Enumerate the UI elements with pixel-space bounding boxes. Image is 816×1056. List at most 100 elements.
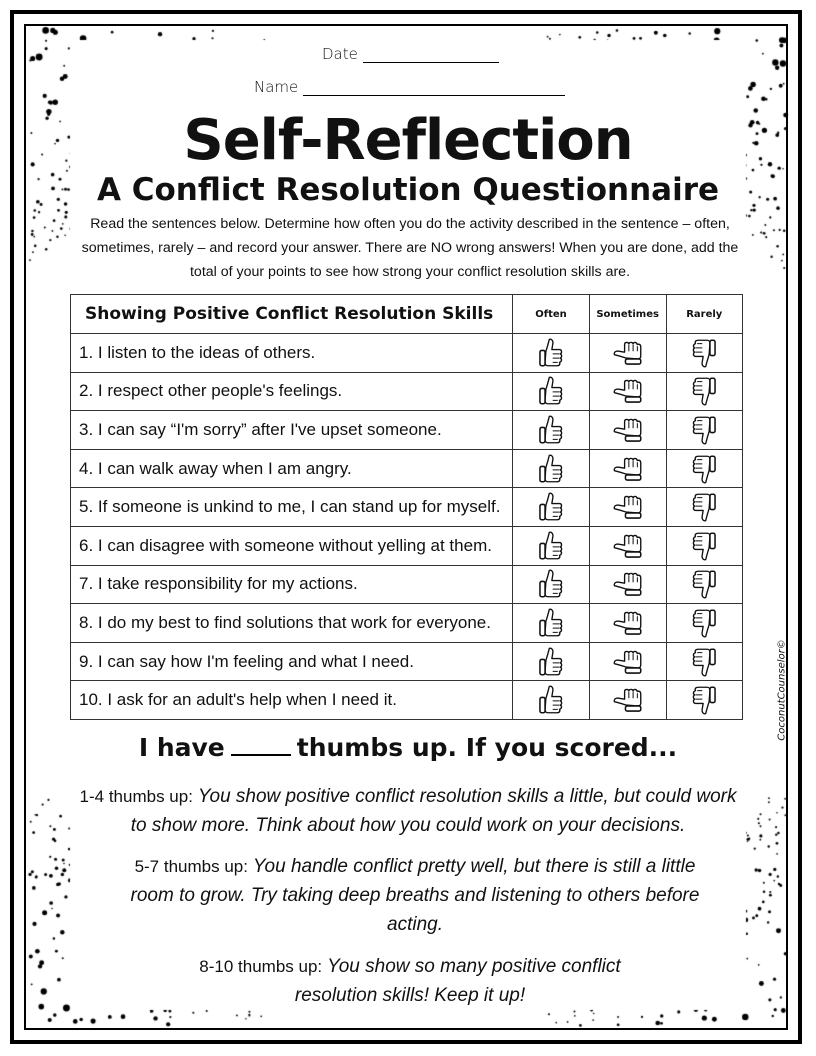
page-border-inner: [24, 24, 788, 1030]
answer-cell-often[interactable]: [512, 410, 590, 450]
thumbs-down-icon[interactable]: [687, 683, 721, 717]
thumbs-down-icon[interactable]: [687, 529, 721, 563]
thumbs-up-icon[interactable]: [534, 374, 568, 408]
thumbs-up-icon[interactable]: [534, 683, 568, 717]
answer-cell-sometimes[interactable]: [588, 333, 667, 373]
answer-cell-rarely[interactable]: [665, 410, 744, 450]
thumbs-up-icon[interactable]: [534, 567, 568, 601]
thumbs-sideways-icon[interactable]: [611, 374, 645, 408]
result-text: You show so many positive conflict resol…: [294, 956, 621, 1006]
thumbs-sideways-icon[interactable]: [611, 490, 645, 524]
table-row: 8. I do my best to find solutions that w…: [69, 603, 744, 643]
date-field[interactable]: Date: [322, 45, 499, 63]
table-heading: Showing Positive Conflict Resolution Ski…: [69, 294, 514, 334]
answer-cell-often[interactable]: [512, 641, 590, 682]
score-lead: If you scored...: [465, 733, 678, 762]
statement: 2. I respect other people's feelings.: [69, 371, 514, 412]
result-5-7: 5-7 thumbs up: You handle conflict prett…: [120, 852, 710, 939]
statement: 7. I take responsibility for my actions.: [69, 564, 514, 605]
answer-cell-sometimes[interactable]: [588, 487, 667, 527]
answer-cell-often[interactable]: [512, 487, 590, 527]
thumbs-down-icon[interactable]: [687, 567, 721, 601]
answer-cell-rarely[interactable]: [665, 448, 744, 489]
answer-cell-rarely[interactable]: [665, 680, 744, 720]
answer-cell-often[interactable]: [512, 448, 590, 489]
answer-cell-sometimes[interactable]: [588, 641, 667, 682]
answer-cell-rarely[interactable]: [665, 525, 744, 566]
thumbs-up-icon[interactable]: [534, 452, 568, 486]
thumbs-down-icon[interactable]: [687, 645, 721, 679]
table-row: 5. If someone is unkind to me, I can sta…: [69, 487, 744, 527]
thumbs-sideways-icon[interactable]: [611, 683, 645, 717]
answer-cell-rarely[interactable]: [665, 603, 744, 643]
score-blank[interactable]: [230, 732, 291, 756]
instructions: Read the sentences below. Determine how …: [81, 216, 739, 280]
answer-cell-rarely[interactable]: [665, 333, 744, 373]
table-row: 4. I can walk away when I am angry.: [69, 448, 744, 489]
result-8-10: 8-10 thumbs up: You show so many positiv…: [190, 952, 630, 1010]
page-border-outer: [10, 10, 802, 1044]
result-text: You handle conflict pretty well, but the…: [130, 856, 700, 935]
table-row: 1. I listen to the ideas of others.: [69, 333, 744, 373]
column-sometimes: Sometimes: [588, 294, 667, 334]
thumbs-down-icon[interactable]: [687, 336, 721, 370]
page-subtitle: A Conflict Resolution Questionnaire: [96, 172, 720, 208]
answer-cell-rarely[interactable]: [665, 487, 744, 527]
date-line[interactable]: [362, 48, 499, 63]
thumbs-up-icon[interactable]: [534, 413, 568, 447]
table-row: 10. I ask for an adult's help when I nee…: [69, 680, 744, 720]
thumbs-down-icon[interactable]: [687, 374, 721, 408]
thumbs-up-icon[interactable]: [534, 606, 568, 640]
answer-cell-sometimes[interactable]: [588, 680, 667, 720]
answer-cell-rarely[interactable]: [665, 371, 744, 412]
table-header-row: Showing Positive Conflict Resolution Ski…: [69, 294, 744, 334]
page-title: Self-Reflection: [183, 108, 633, 173]
thumbs-sideways-icon[interactable]: [611, 529, 645, 563]
name-label: Name: [254, 78, 299, 96]
thumbs-sideways-icon[interactable]: [611, 336, 645, 370]
statement: 3. I can say “I'm sorry” after I've upse…: [69, 410, 514, 450]
answer-cell-rarely[interactable]: [665, 564, 744, 605]
thumbs-up-icon[interactable]: [534, 529, 568, 563]
statement: 6. I can disagree with someone without y…: [69, 525, 514, 566]
table-row: 7. I take responsibility for my actions.: [69, 564, 744, 605]
thumbs-sideways-icon[interactable]: [611, 645, 645, 679]
thumbs-up-icon[interactable]: [534, 645, 568, 679]
answer-cell-often[interactable]: [512, 333, 590, 373]
date-label: Date: [322, 45, 358, 63]
answer-cell-often[interactable]: [512, 564, 590, 605]
answer-cell-sometimes[interactable]: [588, 564, 667, 605]
answer-cell-often[interactable]: [512, 603, 590, 643]
statement: 10. I ask for an adult's help when I nee…: [69, 680, 514, 720]
thumbs-down-icon[interactable]: [687, 452, 721, 486]
result-text: You show positive conflict resolution sk…: [130, 786, 737, 836]
table-row: 9. I can say how I'm feeling and what I …: [69, 641, 744, 682]
result-range: 8-10 thumbs up:: [199, 957, 323, 976]
answer-cell-often[interactable]: [512, 680, 590, 720]
thumbs-sideways-icon[interactable]: [611, 606, 645, 640]
thumbs-sideways-icon[interactable]: [611, 452, 645, 486]
result-range: 5-7 thumbs up:: [134, 857, 248, 876]
statement: 5. If someone is unkind to me, I can sta…: [69, 487, 514, 527]
thumbs-sideways-icon[interactable]: [611, 567, 645, 601]
answer-cell-sometimes[interactable]: [588, 525, 667, 566]
name-field[interactable]: Name: [254, 78, 566, 96]
thumbs-up-icon[interactable]: [534, 336, 568, 370]
name-line[interactable]: [303, 81, 566, 96]
thumbs-down-icon[interactable]: [687, 606, 721, 640]
statement: 8. I do my best to find solutions that w…: [69, 603, 514, 643]
questionnaire-table: Showing Positive Conflict Resolution Ski…: [69, 294, 744, 720]
watermark: CoconutCounselor©: [776, 639, 788, 741]
thumbs-down-icon[interactable]: [687, 413, 721, 447]
answer-cell-sometimes[interactable]: [588, 603, 667, 643]
thumbs-down-icon[interactable]: [687, 490, 721, 524]
answer-cell-sometimes[interactable]: [588, 371, 667, 412]
thumbs-up-icon[interactable]: [534, 490, 568, 524]
answer-cell-often[interactable]: [512, 371, 590, 412]
answer-cell-often[interactable]: [512, 525, 590, 566]
statement: 1. I listen to the ideas of others.: [69, 333, 514, 373]
answer-cell-sometimes[interactable]: [588, 448, 667, 489]
thumbs-sideways-icon[interactable]: [611, 413, 645, 447]
answer-cell-sometimes[interactable]: [588, 410, 667, 450]
answer-cell-rarely[interactable]: [665, 641, 744, 682]
